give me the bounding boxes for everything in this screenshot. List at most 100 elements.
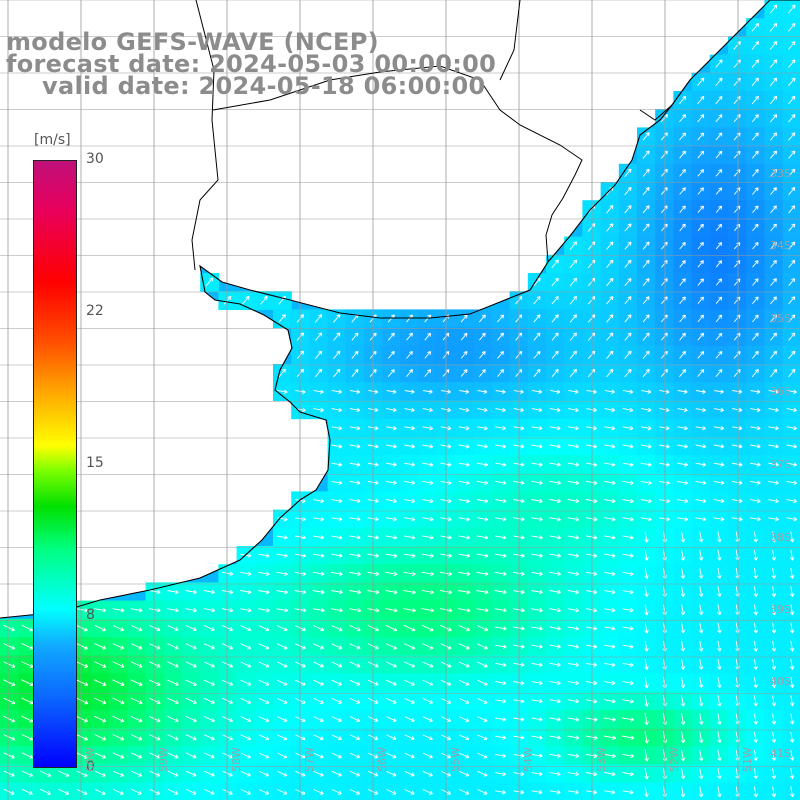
wind-arrow (788, 350, 796, 359)
wind-arrow (258, 625, 270, 632)
wind-arrow (476, 608, 489, 613)
wind-arrow (661, 296, 668, 305)
wind-arrow (715, 332, 723, 341)
wind-arrow (476, 624, 489, 632)
wind-arrow (3, 788, 15, 795)
wind-arrow (714, 407, 724, 413)
wind-arrow (789, 713, 795, 725)
wind-arrow (349, 516, 361, 522)
lat-label: 39S (770, 603, 791, 616)
wind-arrow (549, 789, 561, 795)
wind-arrow (771, 549, 777, 561)
wind-arrow (130, 608, 143, 613)
wind-arrow (659, 407, 670, 413)
wind-arrow (185, 661, 197, 668)
wind-arrow (586, 462, 598, 467)
wind-arrow (549, 498, 561, 504)
wind-arrow (167, 697, 179, 705)
wind-arrow (385, 624, 398, 632)
wind-arrow (679, 114, 687, 123)
wind-arrow (769, 77, 778, 87)
wind-arrow (204, 625, 215, 632)
wind-arrow (531, 662, 543, 667)
wind-arrow (713, 444, 725, 449)
wind-arrow (222, 697, 233, 704)
wind-arrow (680, 659, 686, 670)
wind-arrow (331, 553, 343, 558)
wind-arrow (276, 516, 288, 522)
wind-arrow (585, 699, 598, 704)
wind-arrow (715, 114, 723, 123)
wind-arrow (697, 223, 704, 232)
wind-arrow (185, 734, 197, 741)
wind-arrow (752, 278, 759, 286)
wind-arrow (624, 259, 632, 268)
wind-arrow (732, 407, 743, 413)
wind-arrow (313, 407, 324, 413)
wind-arrow (276, 679, 288, 686)
wind-arrow (531, 626, 543, 631)
wind-arrow (312, 553, 325, 558)
wind-arrow (753, 622, 758, 634)
wind-arrow (677, 407, 688, 413)
wind-arrow (697, 77, 705, 86)
wind-arrow (186, 788, 197, 795)
wind-arrow (695, 444, 706, 449)
wind-arrow (260, 295, 268, 305)
wind-arrow (569, 277, 578, 287)
wind-arrow (788, 114, 796, 123)
wind-arrow (640, 480, 652, 485)
wind-arrow (789, 659, 795, 670)
wind-arrow (622, 553, 634, 558)
wind-arrow (477, 770, 488, 777)
wind-arrow (130, 715, 143, 723)
wind-arrow (659, 462, 670, 467)
wind-arrow (567, 498, 580, 504)
wind-arrow (113, 788, 124, 795)
wind-arrow (622, 425, 634, 431)
wind-arrow (21, 624, 34, 632)
wind-arrow (459, 716, 470, 722)
wind-arrow (330, 608, 343, 613)
field-cell (200, 782, 219, 800)
wind-arrow (331, 697, 342, 704)
wind-arrow (753, 586, 758, 597)
wind-arrow (276, 389, 288, 394)
wind-arrow (660, 332, 668, 341)
wind-arrow (604, 607, 616, 613)
wind-arrow (458, 624, 470, 632)
wind-arrow (404, 770, 415, 777)
wind-arrow (750, 389, 761, 394)
wind-arrow (567, 535, 580, 540)
wind-arrow (203, 679, 215, 686)
wind-arrow (21, 715, 34, 723)
wind-arrow (531, 771, 543, 777)
wind-arrow (424, 369, 432, 377)
wind-arrow (786, 516, 798, 522)
wind-arrow (786, 444, 798, 449)
wind-arrow (770, 350, 778, 359)
wind-arrow (786, 462, 798, 467)
wind-arrow (386, 462, 397, 467)
wind-arrow (21, 661, 34, 668)
lat-label: 33S (770, 167, 791, 180)
wind-arrow (768, 516, 779, 522)
wind-arrow (750, 498, 761, 504)
wind-arrow (771, 531, 777, 543)
wind-arrow (21, 697, 34, 705)
wind-arrow (167, 589, 179, 595)
wind-arrow (752, 241, 759, 250)
field-cell (109, 782, 128, 800)
legend-tick-22: 22 (86, 303, 104, 319)
wind-arrow (751, 150, 759, 159)
wind-arrow (75, 697, 89, 705)
wind-arrow (567, 553, 580, 558)
wind-arrow (788, 278, 796, 286)
wind-arrow (604, 771, 616, 777)
wind-arrow (567, 644, 579, 649)
wind-arrow (313, 789, 324, 795)
wind-arrow (661, 278, 668, 286)
wind-arrow (258, 608, 270, 613)
wind-arrow (277, 752, 288, 759)
wind-arrow (569, 314, 577, 323)
